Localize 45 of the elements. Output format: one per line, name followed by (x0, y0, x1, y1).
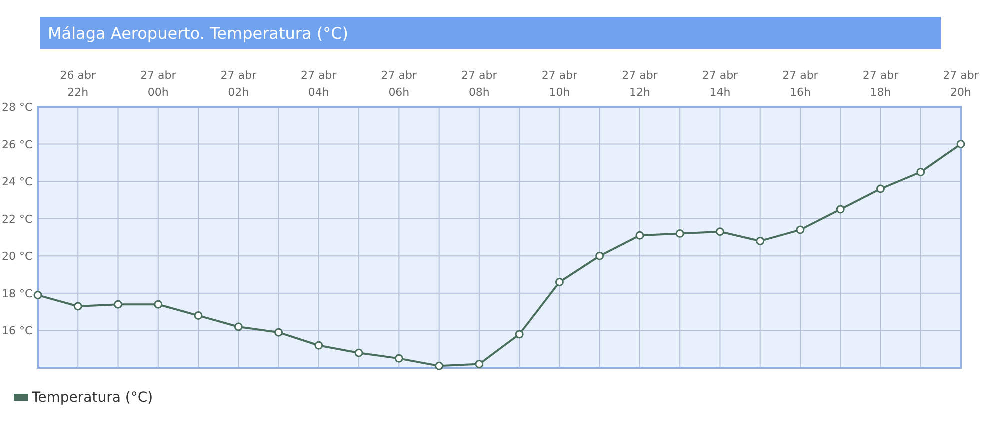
x-tick-label: 27 abr 08h (462, 69, 498, 99)
point (596, 252, 604, 260)
point (354, 348, 364, 358)
legend-label: Temperatura (°C) (31, 390, 154, 406)
x-tick-label: 27 abr 12h (622, 69, 658, 99)
y-tick-label: 26 °C (2, 138, 33, 152)
y-tick-label: 28 °C (2, 101, 33, 114)
y-tick-label: 20 °C (2, 250, 33, 264)
point (636, 231, 644, 240)
y-tick-label: 18 °C (2, 287, 33, 300)
x-tick-label: 26 abr 22h (60, 69, 96, 99)
x-tick-label: 27 abr 16h (782, 69, 819, 99)
point (194, 312, 203, 320)
point (314, 341, 324, 350)
point (234, 322, 243, 332)
point (796, 226, 805, 234)
point (555, 278, 564, 286)
point (475, 360, 484, 369)
chart-title: Málaga Aeropuerto. Temperatura (°C) (48, 24, 349, 43)
point (435, 362, 444, 370)
point (876, 184, 885, 194)
x-tick-label: 27 abr 04h (301, 69, 338, 99)
point (394, 354, 404, 363)
x-tick-label: 27 abr 00h (140, 69, 177, 99)
point (74, 302, 82, 311)
point (716, 228, 724, 236)
point (676, 230, 684, 238)
point (114, 300, 123, 309)
point (34, 291, 42, 300)
point (274, 328, 284, 337)
point (154, 300, 163, 309)
x-tick-label: 27 abr 06h (381, 69, 418, 99)
x-tick-label: 27 abr 02h (220, 69, 257, 99)
point (836, 205, 845, 214)
x-tick-label: 27 abr 18h (862, 69, 900, 99)
x-tick-label: 27 abr 10h (542, 69, 578, 99)
y-tick-label: 16 °C (2, 324, 33, 338)
y-tick-label: 22 °C (2, 212, 33, 226)
x-tick-label: 27 abr 20h (943, 69, 980, 99)
point (756, 236, 765, 246)
y-tick-label: 24 °C (2, 176, 33, 189)
point (956, 140, 966, 149)
point (916, 168, 926, 176)
x-tick-label: 27 abr 14h (702, 69, 739, 99)
point (515, 330, 524, 339)
